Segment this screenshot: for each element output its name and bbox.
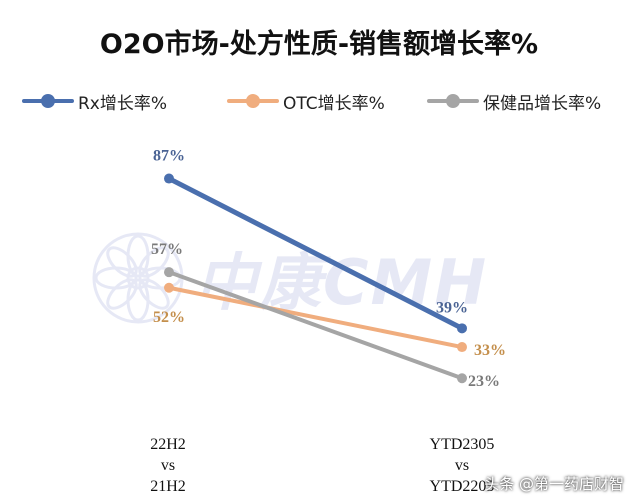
legend-swatch-rx — [22, 88, 74, 114]
data-label-otc-1: 33% — [474, 342, 506, 359]
data-point-supplement-1 — [457, 373, 467, 384]
watermark-flower-icon — [92, 232, 184, 324]
category-label-1: YTD2305 vs YTD2205 — [429, 436, 495, 495]
data-point-rx-0 — [164, 173, 174, 184]
data-label-otc-0: 52% — [153, 309, 185, 326]
data-point-supplement-0 — [164, 267, 174, 278]
legend-item-otc: OTC增长率% — [227, 88, 385, 114]
category-label-0: 22H2 vs 21H2 — [150, 436, 186, 495]
legend-item-rx: Rx增长率% — [22, 88, 167, 114]
watermark-text: 中康CMH — [195, 246, 489, 319]
legend-label-rx: Rx增长率% — [78, 93, 168, 114]
legend-swatch-supplement — [427, 88, 479, 114]
legend-item-supplement: 保健品增长率% — [427, 88, 601, 114]
data-label-supplement-1: 23% — [468, 373, 500, 390]
data-point-otc-0 — [164, 282, 174, 293]
data-point-otc-1 — [457, 342, 467, 353]
data-label-rx-1: 39% — [436, 299, 468, 316]
series-line-otc — [167, 285, 464, 350]
legend-label-supplement: 保健品增长率% — [483, 93, 602, 114]
chart-title: O2O市场-处方性质-销售额增长率% — [99, 29, 539, 60]
data-point-rx-1 — [457, 323, 467, 334]
legend: Rx增长率% OTC增长率% 保健品增长率% — [22, 88, 622, 114]
data-label-supplement-0: 57% — [151, 241, 183, 258]
source-watermark: 头条 @第一药店财智 — [484, 475, 624, 493]
series-line-rx — [166, 176, 465, 331]
legend-label-otc: OTC增长率% — [283, 93, 385, 114]
data-label-rx-0: 87% — [153, 148, 185, 165]
series-line-supplement — [167, 270, 464, 381]
legend-swatch-otc — [227, 88, 279, 114]
